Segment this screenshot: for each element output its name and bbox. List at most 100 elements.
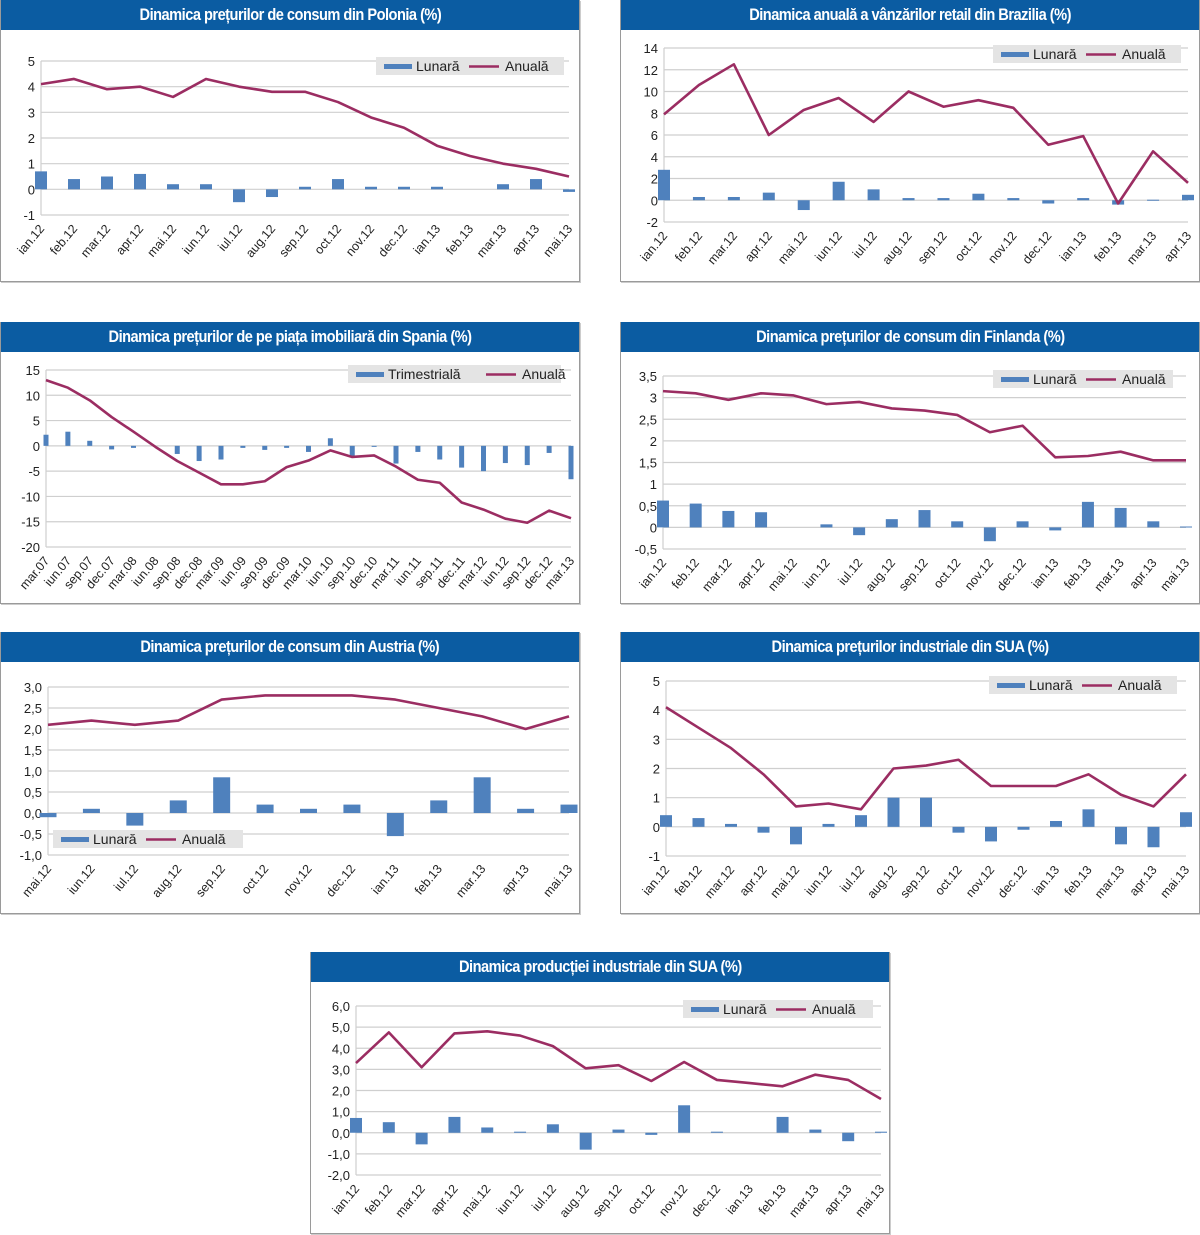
x-tick-label: iul.12	[529, 1182, 559, 1214]
x-tick-label: feb.13	[756, 1182, 789, 1218]
bar	[832, 181, 845, 201]
bar	[1147, 826, 1160, 848]
bar	[842, 1132, 855, 1142]
y-tick-label: -15	[21, 515, 40, 530]
legend-label-bar: Lunară	[723, 1001, 767, 1017]
x-tick-label: oct.12	[952, 229, 985, 264]
bar	[725, 823, 737, 827]
x-tick-label: aug.12	[557, 1182, 592, 1220]
x-tick-label: feb.12	[47, 222, 80, 258]
x-tick-label: ian.12	[638, 229, 671, 264]
x-tick-label: mai.12	[765, 556, 800, 594]
x-tick-label: feb.13	[443, 222, 476, 258]
bar	[448, 1116, 461, 1133]
bar	[1182, 194, 1194, 201]
bar	[1147, 521, 1160, 528]
bar	[1180, 812, 1192, 827]
bar	[200, 184, 212, 190]
legend-label-line: Anuală	[1122, 46, 1166, 62]
chart-panel-finlanda: Dinamica prețurilor de consum din Finlan…	[620, 322, 1200, 604]
bar	[327, 438, 333, 446]
chart-panel-sua-productie: Dinamica producției industriale din SUA …	[310, 952, 890, 1234]
legend-bar-swatch	[384, 64, 412, 69]
bar	[65, 431, 71, 446]
x-tick-label: iun.12	[494, 1182, 527, 1217]
bar	[371, 445, 377, 447]
x-tick-label: iul.12	[850, 229, 880, 261]
chart-panel-sua-preturi: Dinamica prețurilor industriale din SUA …	[620, 632, 1200, 914]
bar	[920, 797, 932, 827]
bar	[612, 1129, 625, 1133]
chart-title: Dinamica prețurilor industriale din SUA …	[621, 632, 1199, 662]
y-tick-label: 0,5	[24, 785, 42, 800]
bar	[579, 1132, 592, 1150]
y-tick-label: 0	[28, 182, 35, 197]
legend-bar-swatch	[356, 372, 384, 377]
x-tick-label: mar.12	[78, 222, 113, 260]
legend-label-bar: Trimestrială	[388, 366, 461, 382]
y-tick-label: 5,0	[332, 1020, 350, 1035]
bar	[430, 800, 448, 813]
x-tick-label: oct.12	[239, 862, 272, 897]
x-tick-label: iun.12	[812, 229, 845, 264]
x-tick-label: apr.13	[821, 1182, 854, 1218]
bar	[985, 826, 997, 842]
x-tick-label: mar.12	[702, 863, 737, 901]
y-tick-label: 3,5	[639, 369, 657, 384]
bar	[918, 510, 931, 528]
bar	[710, 1131, 723, 1133]
x-tick-label: oct.12	[625, 1182, 658, 1217]
y-tick-label: 5	[33, 414, 40, 429]
y-tick-label: 2	[28, 131, 35, 146]
bar	[101, 176, 113, 190]
bar	[1077, 198, 1090, 201]
x-tick-label: sep.12	[590, 1182, 625, 1220]
x-tick-label: ian.12	[330, 1182, 363, 1217]
bar	[885, 519, 898, 528]
x-tick-label: ian.13	[1057, 229, 1090, 264]
x-tick-label: apr.12	[113, 222, 146, 258]
y-tick-label: 0,0	[332, 1126, 350, 1141]
bar	[299, 186, 311, 190]
y-tick-label: 2	[651, 172, 658, 187]
legend-box	[348, 365, 561, 383]
bar	[167, 184, 179, 190]
bar	[514, 1131, 527, 1133]
bar	[415, 445, 421, 452]
bar	[809, 1129, 822, 1133]
x-tick-label: mai.13	[1157, 556, 1192, 594]
x-tick-label: ian.13	[1029, 556, 1062, 591]
y-tick-label: -5	[28, 464, 40, 479]
bar	[349, 445, 355, 457]
chart-title: Dinamica producției industriale din SUA …	[311, 952, 889, 982]
y-tick-label: -20	[21, 540, 40, 555]
bar	[1050, 821, 1062, 827]
x-tick-label: mai.12	[767, 863, 802, 901]
bar	[762, 192, 775, 201]
y-tick-label: 3,0	[332, 1062, 350, 1077]
bar	[266, 189, 278, 198]
x-tick-label: aug.12	[864, 863, 899, 901]
bar	[502, 445, 508, 464]
bar	[692, 818, 705, 827]
y-tick-label: -2	[646, 215, 658, 230]
y-tick-label: 15	[26, 363, 40, 378]
chart-title-text: Dinamica prețurilor de consum din Finlan…	[755, 327, 1065, 346]
y-tick-label: 4,0	[332, 1041, 350, 1056]
y-tick-label: 0,5	[639, 499, 657, 514]
x-tick-label: mai.13	[540, 222, 575, 260]
y-tick-label: 3	[653, 732, 660, 747]
bar	[134, 173, 146, 190]
y-tick-label: 4	[28, 80, 35, 95]
bar	[678, 1105, 691, 1133]
bar	[398, 186, 410, 190]
bar	[692, 196, 705, 201]
x-tick-label: mar.12	[393, 1182, 428, 1220]
bar	[240, 445, 246, 448]
chart-title-text: Dinamica prețurilor de consum din Poloni…	[139, 5, 441, 24]
legend-label-bar: Lunară	[416, 58, 460, 74]
series-line	[40, 77, 570, 178]
bar	[1049, 527, 1062, 531]
